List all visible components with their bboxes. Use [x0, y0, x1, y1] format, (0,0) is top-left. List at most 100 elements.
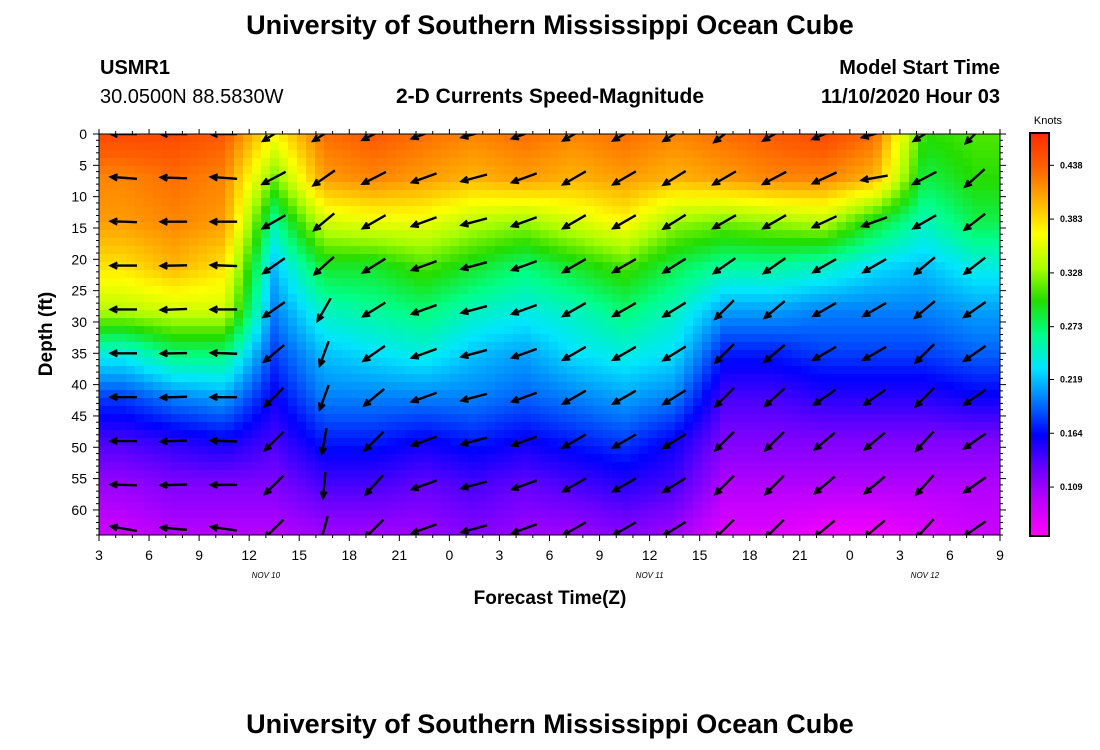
heat-cell	[342, 358, 352, 367]
heat-cell	[459, 422, 469, 431]
heat-cell	[495, 350, 505, 359]
heat-cell	[909, 342, 919, 351]
heat-cell	[189, 150, 199, 159]
heat-cell	[171, 430, 181, 439]
heat-cell	[612, 230, 622, 239]
heat-cell	[801, 294, 811, 303]
heat-cell	[306, 286, 316, 295]
heat-cell	[432, 310, 442, 319]
model-start-label: Model Start Time	[839, 57, 1000, 79]
heat-cell	[846, 518, 856, 527]
heat-cell	[252, 406, 262, 415]
heat-cell	[594, 166, 604, 175]
heat-cell	[234, 134, 244, 143]
heat-cell	[630, 462, 640, 471]
heat-cell	[477, 198, 487, 207]
heat-cell	[459, 318, 469, 327]
heat-cell	[270, 462, 280, 471]
heat-cell	[792, 286, 802, 295]
heat-cell	[513, 462, 523, 471]
heat-cell	[855, 294, 865, 303]
heat-cell	[603, 422, 613, 431]
heat-cell	[576, 358, 586, 367]
heat-cell	[297, 478, 307, 487]
heat-cell	[198, 254, 208, 263]
heat-cell	[522, 502, 532, 511]
heat-cell	[585, 390, 595, 399]
heat-cell	[702, 166, 712, 175]
heat-cell	[540, 270, 550, 279]
heat-cell	[558, 150, 568, 159]
heat-cell	[423, 374, 433, 383]
heat-cell	[576, 158, 586, 167]
heat-cell	[180, 278, 190, 287]
heat-cell	[810, 486, 820, 495]
heat-cell	[477, 382, 487, 391]
heat-cell	[900, 166, 910, 175]
heat-cell	[171, 470, 181, 479]
heat-cell	[396, 526, 406, 535]
heat-cell	[963, 198, 973, 207]
heat-cell	[396, 374, 406, 383]
heat-cell	[504, 158, 514, 167]
heat-cell	[612, 478, 622, 487]
heat-cell	[315, 350, 325, 359]
heat-cell	[729, 166, 739, 175]
heat-cell	[405, 238, 415, 247]
heat-cell	[765, 222, 775, 231]
heat-cell	[117, 398, 127, 407]
heat-cell	[558, 414, 568, 423]
heat-cell	[675, 318, 685, 327]
heat-cell	[504, 414, 514, 423]
heat-cell	[567, 334, 577, 343]
heat-cell	[936, 494, 946, 503]
heat-cell	[162, 278, 172, 287]
heat-cell	[576, 254, 586, 263]
heat-cell	[261, 182, 271, 191]
heat-cell	[162, 446, 172, 455]
heat-cell	[765, 326, 775, 335]
heat-cell	[216, 222, 226, 231]
heat-cell	[747, 334, 757, 343]
heat-cell	[297, 206, 307, 215]
heat-cell	[162, 182, 172, 191]
heat-cell	[153, 318, 163, 327]
heat-cell	[747, 198, 757, 207]
heat-cell	[459, 246, 469, 255]
heat-cell	[288, 206, 298, 215]
heat-cell	[189, 374, 199, 383]
heat-cell	[603, 478, 613, 487]
heat-cell	[135, 262, 145, 271]
heat-cell	[963, 262, 973, 271]
heat-cell	[189, 446, 199, 455]
heat-cell	[765, 462, 775, 471]
heat-cell	[612, 414, 622, 423]
heat-cell	[504, 446, 514, 455]
heat-cell	[513, 374, 523, 383]
heat-cell	[783, 150, 793, 159]
heat-cell	[198, 134, 208, 143]
heat-cell	[639, 358, 649, 367]
heat-cell	[378, 310, 388, 319]
heat-cell	[576, 462, 586, 471]
heat-cell	[522, 174, 532, 183]
heat-cell	[756, 270, 766, 279]
heat-cell	[594, 374, 604, 383]
heat-cell	[513, 334, 523, 343]
heat-cell	[729, 422, 739, 431]
heat-cell	[486, 238, 496, 247]
heat-cell	[477, 294, 487, 303]
heat-cell	[396, 494, 406, 503]
heat-cell	[270, 478, 280, 487]
heat-cell	[225, 230, 235, 239]
heat-cell	[486, 390, 496, 399]
heat-cell	[414, 430, 424, 439]
heat-cell	[306, 454, 316, 463]
heat-cell	[882, 206, 892, 215]
heat-cell	[954, 446, 964, 455]
heat-cell	[270, 342, 280, 351]
heat-cell	[765, 142, 775, 151]
heat-cell	[396, 422, 406, 431]
heat-cell	[558, 422, 568, 431]
heat-cell	[612, 422, 622, 431]
